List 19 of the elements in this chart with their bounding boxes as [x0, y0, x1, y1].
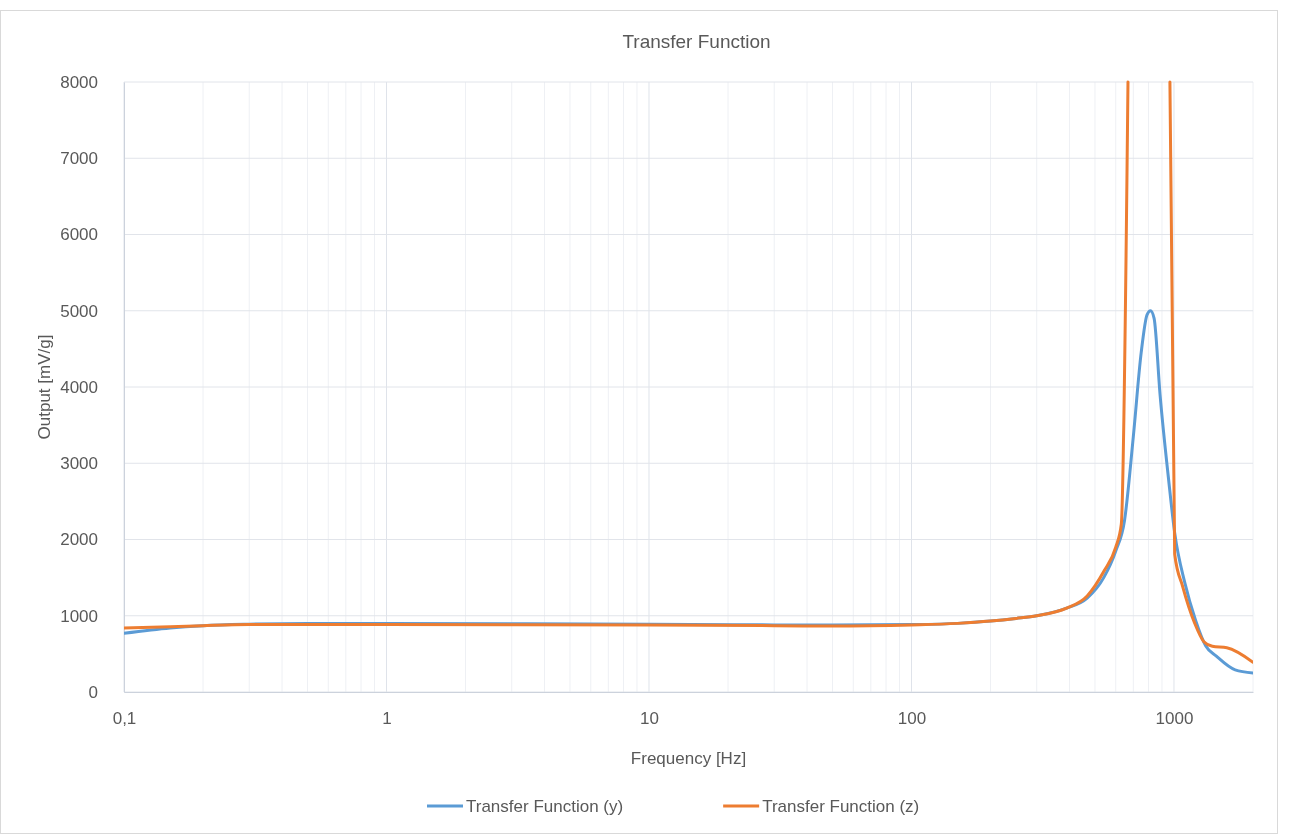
x-tick-label: 1000 — [1155, 709, 1194, 729]
x-axis-title: Frequency [Hz] — [630, 749, 747, 768]
y-tick-label: 1000 — [60, 606, 98, 626]
x-tick-label: 0,1 — [112, 709, 137, 729]
legend-label: Transfer Function (y) — [466, 797, 624, 816]
y-tick-label: 3000 — [60, 454, 98, 474]
x-tick-label: 100 — [897, 709, 927, 729]
y-tick-label: 8000 — [60, 72, 98, 92]
y-tick-label: 6000 — [60, 225, 98, 245]
legend-label: Transfer Function (z) — [762, 797, 920, 816]
x-tick-label: 10 — [640, 709, 659, 729]
y-tick-label: 4000 — [60, 377, 98, 397]
y-tick-label: 0 — [88, 682, 98, 702]
y-tick-label: 5000 — [60, 301, 98, 321]
y-tick-label: 2000 — [60, 530, 98, 550]
y-axis-title: Output [mV/g] — [35, 334, 54, 440]
x-tick-label: 1 — [382, 709, 392, 729]
y-tick-label: 7000 — [60, 149, 98, 169]
chart-title: Transfer Function — [622, 31, 771, 52]
